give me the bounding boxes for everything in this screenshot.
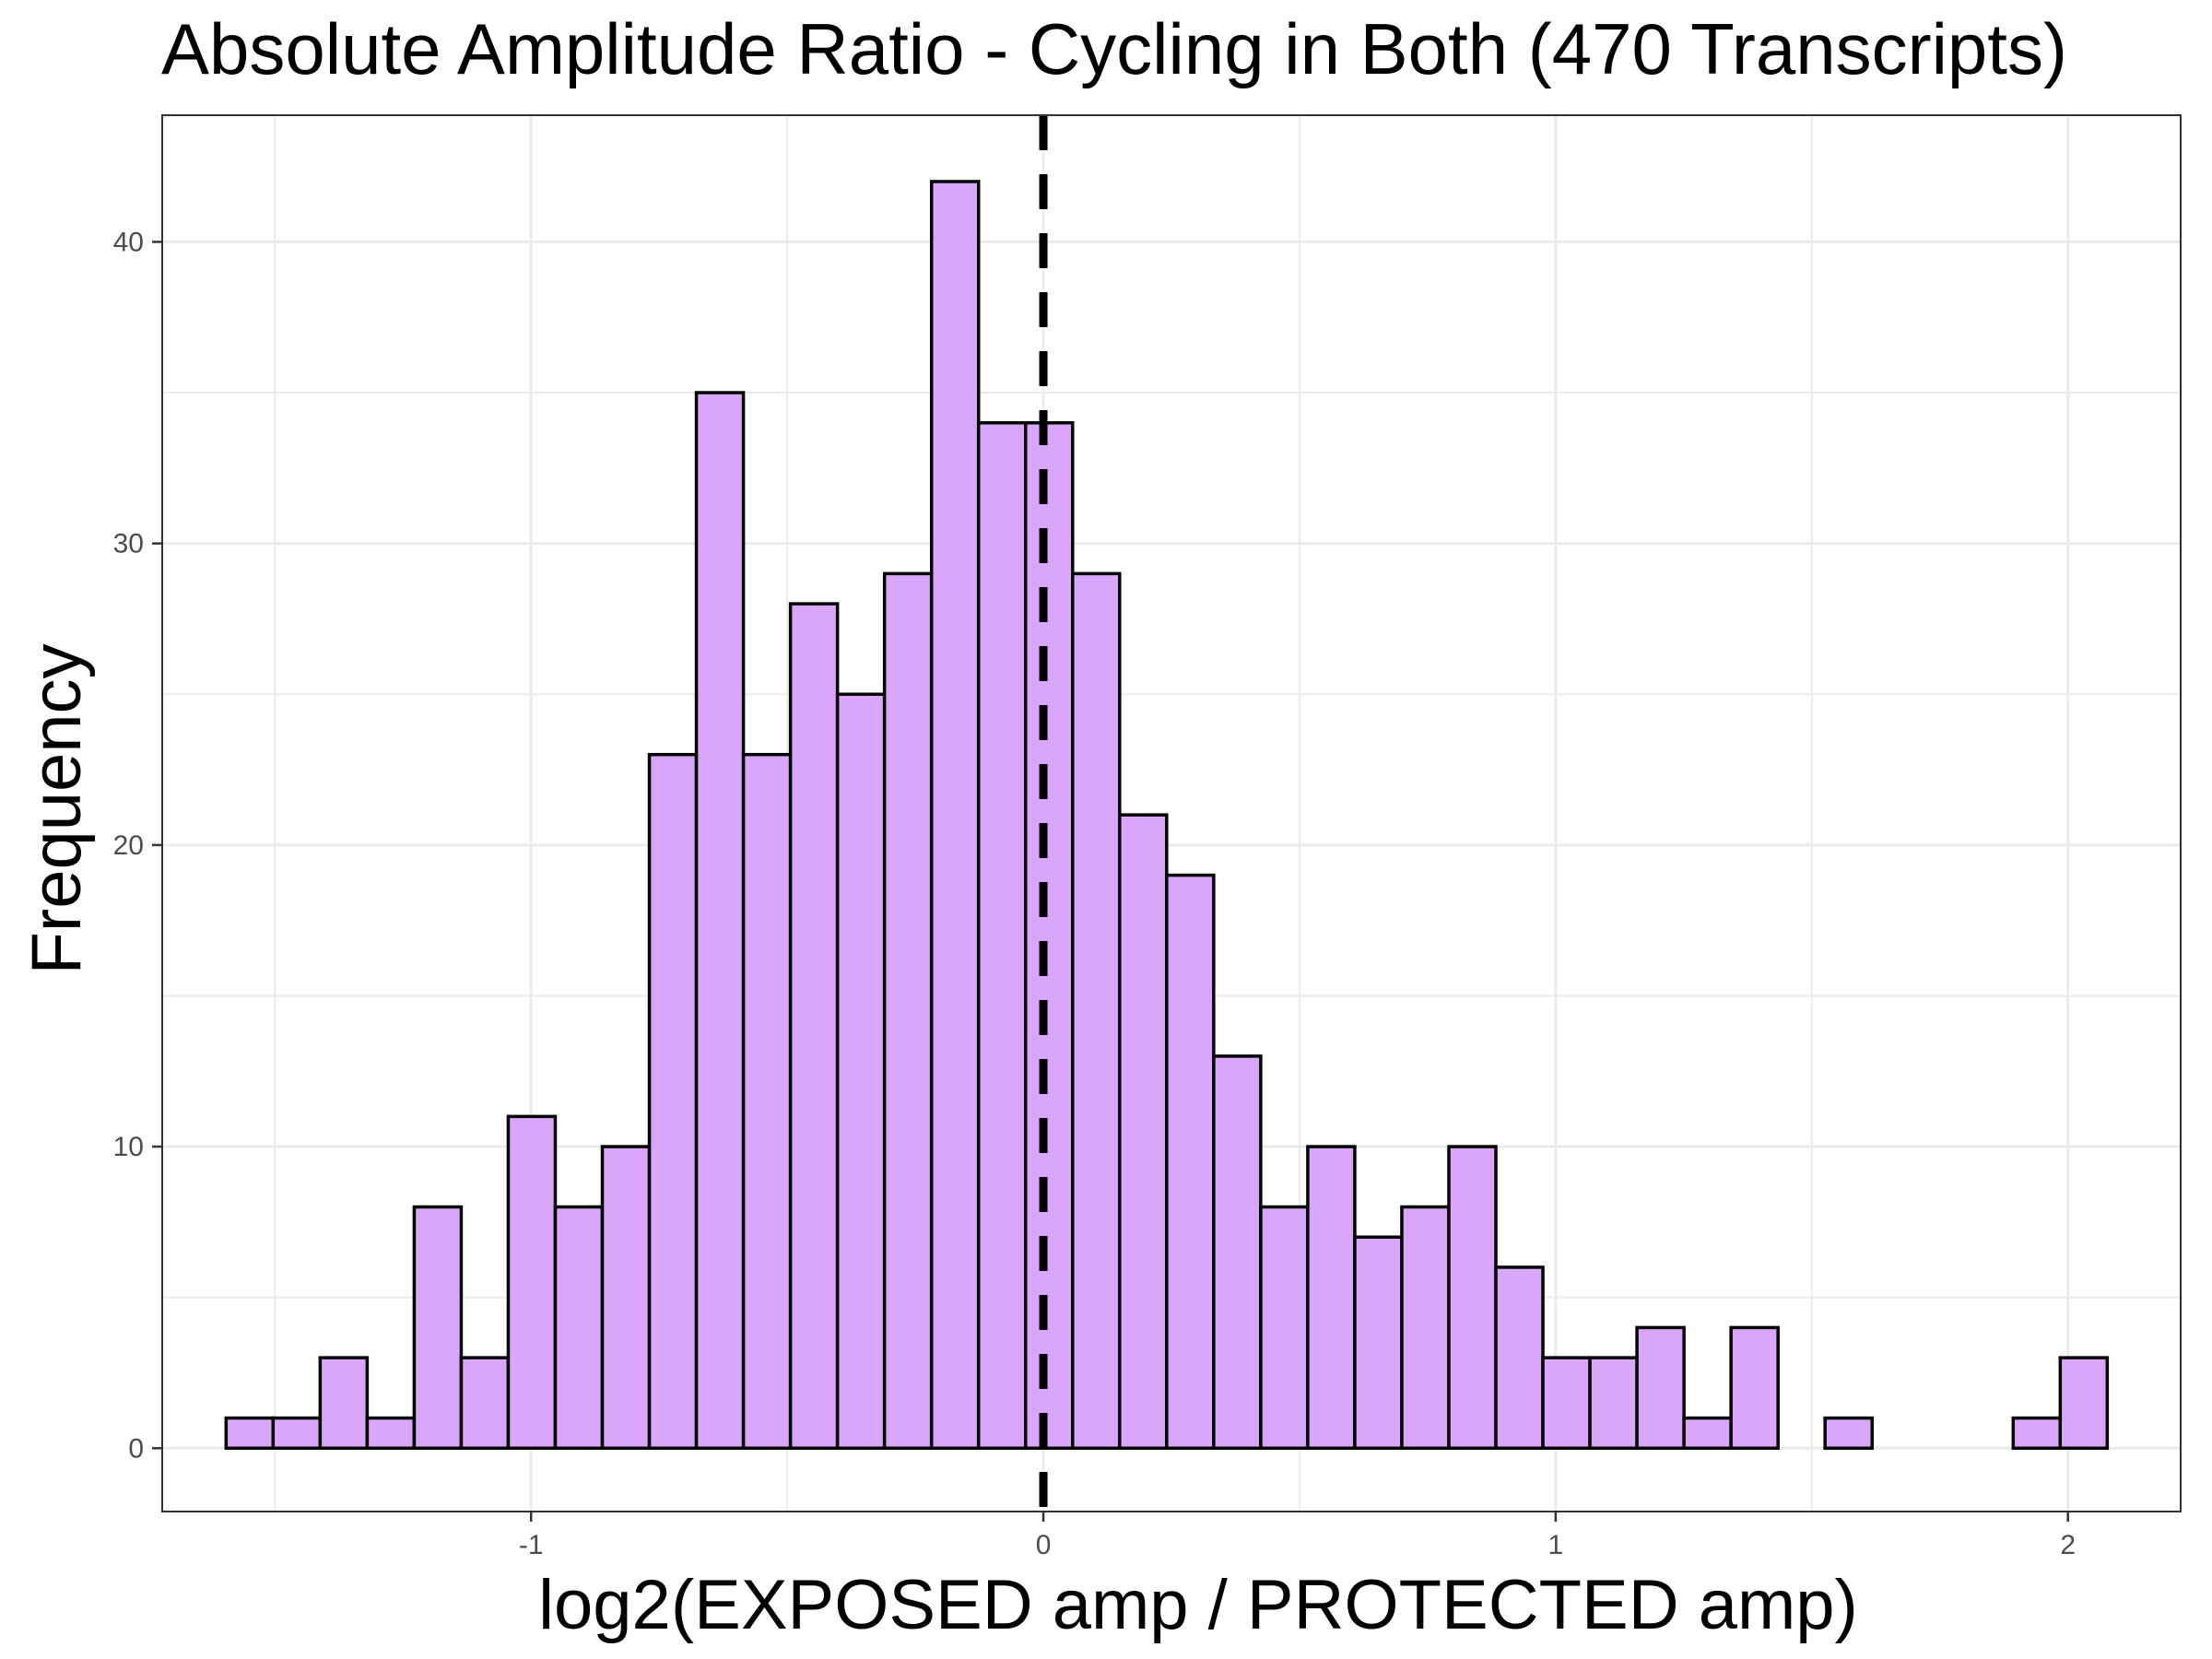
histogram-bar [365, 1416, 417, 1451]
histogram-bar [1541, 1356, 1592, 1451]
histogram-bar [1024, 421, 1075, 1451]
histogram-bar [1729, 1325, 1780, 1451]
histogram-bar [1494, 1265, 1545, 1451]
y-axis-label: Frequency [18, 643, 96, 974]
histogram-bar [459, 1356, 511, 1451]
histogram-bar [1588, 1356, 1639, 1451]
histogram-bar [1400, 1205, 1451, 1451]
histogram-bar [1447, 1145, 1498, 1451]
histogram-bar [1259, 1205, 1310, 1451]
histogram-bars [224, 180, 2110, 1451]
histogram-bar [506, 1114, 558, 1451]
histogram-bar [224, 1416, 276, 1451]
x-tick-label: 2 [2060, 1530, 2076, 1560]
histogram-bar [1212, 1054, 1263, 1451]
histogram-bar [1118, 813, 1169, 1451]
x-tick-label: -1 [519, 1530, 544, 1560]
x-tick-label: 0 [1036, 1530, 1052, 1560]
histogram-bar [412, 1205, 464, 1451]
y-tick-label: 20 [113, 830, 144, 861]
histogram-bar [929, 180, 981, 1451]
panel-border [161, 114, 2182, 1512]
y-tick-label: 0 [128, 1433, 144, 1464]
chart-title: Absolute Amplitude Ratio - Cycling in Bo… [161, 8, 2067, 89]
histogram-bar [2058, 1356, 2110, 1451]
histogram-bar [2011, 1416, 2063, 1451]
histogram-bar [1823, 1416, 1874, 1451]
x-tick-label: 1 [1548, 1530, 1564, 1560]
histogram-bar [1353, 1235, 1404, 1451]
histogram-bar [788, 602, 840, 1451]
histogram-bar [882, 571, 934, 1451]
y-tick-label: 40 [113, 227, 144, 257]
histogram-bar [835, 692, 887, 1451]
histogram-bar [318, 1356, 370, 1451]
histogram-bar [553, 1205, 605, 1451]
histogram-bar [647, 752, 699, 1451]
histogram-bar [600, 1145, 652, 1451]
x-axis-label: log2(EXPOSED amp / PROTECTED amp) [538, 1566, 1858, 1644]
y-tick-label: 30 [113, 529, 144, 559]
histogram-bar [741, 752, 793, 1451]
histogram-bar [1071, 571, 1122, 1451]
y-tick-label: 10 [113, 1132, 144, 1162]
histogram-bar [1165, 873, 1216, 1451]
histogram-bar [976, 421, 1028, 1451]
histogram-bar [1682, 1416, 1733, 1451]
histogram-bar [271, 1416, 323, 1451]
histogram-bar [694, 391, 746, 1451]
histogram-bar [1635, 1325, 1686, 1451]
histogram-bar [1306, 1145, 1357, 1451]
